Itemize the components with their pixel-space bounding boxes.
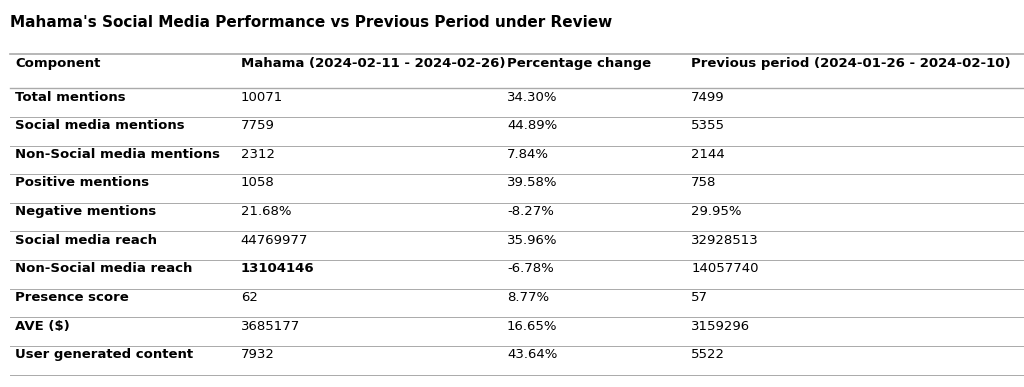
- Text: 34.30%: 34.30%: [507, 91, 557, 104]
- Text: Social media mentions: Social media mentions: [15, 119, 185, 132]
- Text: 44769977: 44769977: [241, 234, 308, 247]
- Text: Negative mentions: Negative mentions: [15, 205, 157, 218]
- Text: 44.89%: 44.89%: [507, 119, 557, 132]
- Text: Total mentions: Total mentions: [15, 91, 126, 104]
- Text: 21.68%: 21.68%: [241, 205, 291, 218]
- Text: Positive mentions: Positive mentions: [15, 176, 150, 190]
- Text: 5355: 5355: [691, 119, 725, 132]
- Text: AVE ($): AVE ($): [15, 320, 70, 333]
- Text: Non-Social media reach: Non-Social media reach: [15, 262, 193, 276]
- Text: 7759: 7759: [241, 119, 274, 132]
- Text: Mahama (2024-02-11 - 2024-02-26): Mahama (2024-02-11 - 2024-02-26): [241, 57, 505, 70]
- Text: 62: 62: [241, 291, 257, 304]
- Text: 7499: 7499: [691, 91, 725, 104]
- Text: 57: 57: [691, 291, 709, 304]
- Text: -8.27%: -8.27%: [507, 205, 554, 218]
- Text: 10071: 10071: [241, 91, 283, 104]
- Text: 43.64%: 43.64%: [507, 348, 557, 361]
- Text: Component: Component: [15, 57, 100, 70]
- Text: 3159296: 3159296: [691, 320, 751, 333]
- Text: 7.84%: 7.84%: [507, 148, 549, 161]
- Text: 8.77%: 8.77%: [507, 291, 549, 304]
- Text: 14057740: 14057740: [691, 262, 759, 276]
- Text: User generated content: User generated content: [15, 348, 194, 361]
- Text: 16.65%: 16.65%: [507, 320, 557, 333]
- Text: 7932: 7932: [241, 348, 274, 361]
- Text: Previous period (2024-01-26 - 2024-02-10): Previous period (2024-01-26 - 2024-02-10…: [691, 57, 1011, 70]
- Text: 5522: 5522: [691, 348, 725, 361]
- Text: 29.95%: 29.95%: [691, 205, 741, 218]
- Text: 35.96%: 35.96%: [507, 234, 557, 247]
- Text: Non-Social media mentions: Non-Social media mentions: [15, 148, 220, 161]
- Text: 758: 758: [691, 176, 717, 190]
- Text: 32928513: 32928513: [691, 234, 759, 247]
- Text: 2312: 2312: [241, 148, 274, 161]
- Text: Social media reach: Social media reach: [15, 234, 158, 247]
- Text: Mahama's Social Media Performance vs Previous Period under Review: Mahama's Social Media Performance vs Pre…: [10, 15, 612, 31]
- Text: 39.58%: 39.58%: [507, 176, 557, 190]
- Text: Presence score: Presence score: [15, 291, 129, 304]
- Text: 1058: 1058: [241, 176, 274, 190]
- Text: 2144: 2144: [691, 148, 725, 161]
- Text: Percentage change: Percentage change: [507, 57, 651, 70]
- Text: 3685177: 3685177: [241, 320, 300, 333]
- Text: 13104146: 13104146: [241, 262, 314, 276]
- Text: -6.78%: -6.78%: [507, 262, 554, 276]
